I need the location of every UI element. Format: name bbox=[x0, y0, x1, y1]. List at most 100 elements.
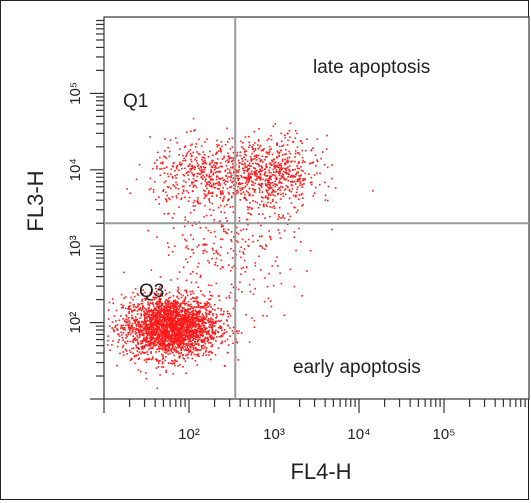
data-point bbox=[227, 161, 229, 164]
data-point bbox=[157, 347, 160, 349]
data-point bbox=[254, 149, 257, 151]
data-point bbox=[238, 177, 240, 180]
data-point bbox=[232, 165, 234, 168]
data-point bbox=[132, 339, 134, 342]
data-point bbox=[170, 314, 172, 317]
data-point bbox=[198, 221, 201, 223]
data-point bbox=[226, 320, 228, 322]
data-point bbox=[240, 183, 243, 185]
data-point bbox=[163, 155, 165, 158]
data-point bbox=[267, 198, 269, 200]
data-point bbox=[295, 194, 297, 197]
data-point bbox=[194, 347, 197, 349]
data-point bbox=[225, 175, 228, 177]
data-point bbox=[219, 162, 222, 164]
data-point bbox=[197, 323, 199, 325]
data-point bbox=[174, 320, 177, 323]
data-point bbox=[237, 288, 240, 291]
data-point bbox=[214, 183, 217, 185]
data-point bbox=[207, 332, 209, 335]
data-point bbox=[161, 342, 164, 344]
data-point bbox=[269, 162, 271, 164]
data-point bbox=[271, 206, 273, 209]
data-point bbox=[278, 151, 281, 154]
data-point bbox=[301, 156, 304, 159]
data-point bbox=[190, 303, 192, 306]
data-point bbox=[163, 181, 166, 184]
data-point bbox=[277, 193, 279, 196]
data-point bbox=[264, 196, 267, 199]
data-point bbox=[213, 322, 216, 324]
data-point bbox=[237, 332, 239, 335]
data-point bbox=[162, 337, 165, 340]
data-point bbox=[181, 337, 183, 339]
data-point bbox=[298, 175, 300, 177]
data-point bbox=[159, 338, 162, 341]
data-point bbox=[153, 332, 156, 335]
data-point bbox=[178, 306, 181, 309]
data-point bbox=[223, 179, 226, 181]
data-point bbox=[138, 329, 141, 331]
data-point bbox=[160, 353, 163, 356]
data-point bbox=[244, 185, 247, 188]
data-point bbox=[247, 245, 250, 247]
data-point bbox=[210, 345, 212, 348]
data-point bbox=[205, 181, 208, 184]
data-point bbox=[259, 245, 261, 247]
data-point bbox=[214, 331, 216, 333]
data-point bbox=[211, 178, 213, 181]
data-point bbox=[175, 327, 177, 329]
data-point bbox=[202, 243, 204, 246]
data-point bbox=[310, 162, 312, 164]
data-point bbox=[236, 192, 238, 195]
data-point bbox=[159, 156, 161, 159]
data-point bbox=[177, 297, 180, 300]
data-point bbox=[141, 308, 144, 311]
data-point bbox=[201, 330, 204, 332]
data-point bbox=[122, 306, 124, 309]
data-point bbox=[304, 177, 306, 180]
data-point bbox=[189, 322, 192, 324]
data-point bbox=[185, 330, 187, 332]
data-point bbox=[175, 351, 178, 353]
data-point bbox=[206, 330, 209, 333]
data-point bbox=[163, 212, 166, 215]
data-point bbox=[164, 346, 167, 348]
data-point bbox=[212, 319, 214, 321]
data-point bbox=[259, 173, 262, 175]
data-point bbox=[134, 309, 136, 311]
data-point bbox=[147, 358, 149, 360]
data-point bbox=[193, 173, 195, 176]
data-point bbox=[151, 342, 154, 344]
data-point bbox=[168, 338, 170, 341]
data-point bbox=[148, 333, 150, 335]
data-point bbox=[145, 332, 148, 335]
data-point bbox=[207, 330, 210, 333]
data-point bbox=[170, 279, 172, 281]
data-point bbox=[187, 311, 189, 313]
data-point bbox=[291, 184, 293, 187]
data-point bbox=[162, 366, 165, 368]
data-point bbox=[147, 229, 149, 232]
data-point bbox=[157, 331, 160, 333]
data-point bbox=[201, 334, 204, 336]
data-point bbox=[152, 331, 154, 333]
data-point bbox=[231, 181, 233, 184]
data-point bbox=[262, 197, 264, 199]
data-point bbox=[192, 336, 194, 338]
data-point bbox=[157, 341, 160, 344]
data-point bbox=[201, 340, 203, 342]
data-point bbox=[166, 309, 168, 312]
data-point bbox=[249, 213, 251, 215]
data-point bbox=[142, 327, 145, 330]
data-point bbox=[235, 174, 238, 177]
data-point bbox=[162, 354, 164, 357]
data-point bbox=[196, 200, 198, 203]
data-point bbox=[216, 151, 218, 153]
data-point bbox=[227, 191, 230, 194]
data-point bbox=[152, 343, 154, 345]
data-point bbox=[188, 316, 190, 318]
data-point bbox=[162, 189, 165, 191]
data-point bbox=[129, 327, 131, 329]
data-point bbox=[270, 194, 272, 196]
